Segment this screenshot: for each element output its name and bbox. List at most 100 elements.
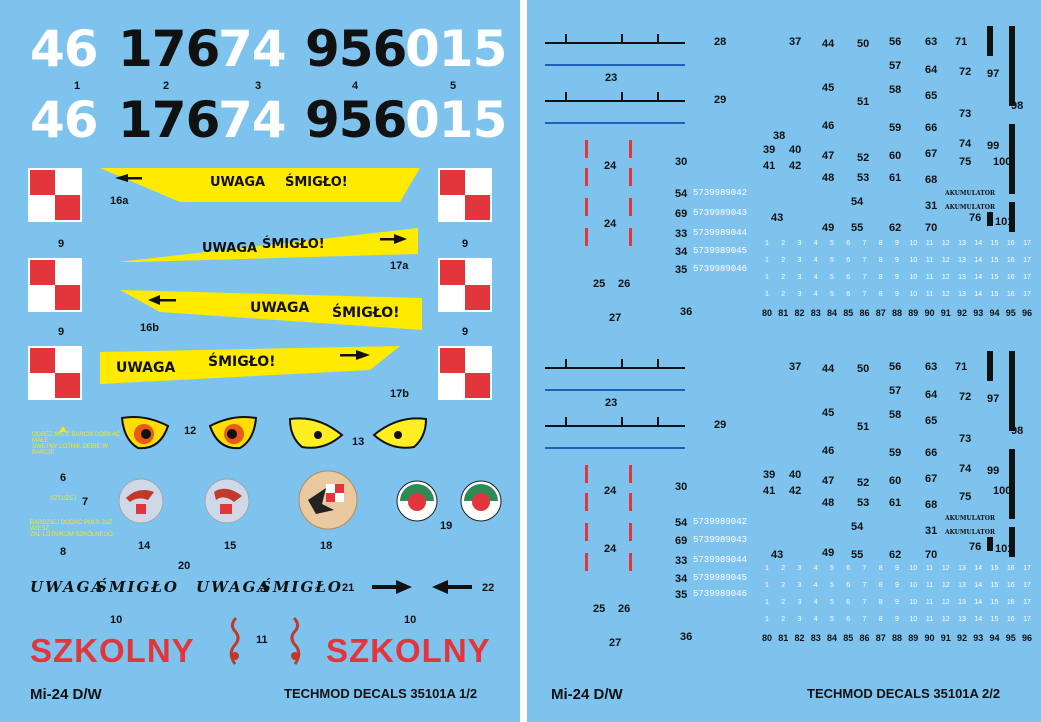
grid-number: 8 bbox=[878, 257, 883, 264]
checkerboard-insignia bbox=[28, 258, 82, 312]
grid-number: 96 bbox=[1021, 308, 1032, 318]
grid-number: 2 bbox=[781, 565, 786, 572]
label-50: 50 bbox=[857, 38, 870, 50]
label-32: 69 bbox=[675, 535, 688, 547]
label-46: 46 bbox=[822, 120, 835, 132]
grid-number: 12 bbox=[941, 599, 950, 606]
label-45: 45 bbox=[822, 82, 835, 94]
checkerboard-insignia bbox=[438, 258, 492, 312]
grid-number: 12 bbox=[941, 616, 950, 623]
serial-number: 5739989046 bbox=[693, 589, 748, 599]
stencil-smiglo: ŚMIGŁO bbox=[96, 578, 179, 596]
label-19: 19 bbox=[440, 520, 453, 532]
grid-number: 6 bbox=[846, 291, 851, 298]
label-27: 27 bbox=[609, 312, 622, 324]
label-20: 20 bbox=[178, 560, 191, 572]
grid-number: 15 bbox=[990, 565, 999, 572]
label-23: 23 bbox=[605, 397, 618, 409]
grid-number: 9 bbox=[895, 582, 899, 589]
label-10: 10 bbox=[110, 614, 123, 626]
label-74: 74 bbox=[959, 463, 972, 475]
rotor-blade-decal-16a bbox=[100, 168, 420, 202]
label-47: 47 bbox=[822, 150, 835, 162]
grid-number: 10 bbox=[909, 616, 918, 623]
grid-number: 81 bbox=[778, 633, 789, 643]
grid-number: 89 bbox=[908, 633, 919, 643]
serial-number: 5739989042 bbox=[693, 517, 748, 527]
grid-number: 11 bbox=[925, 599, 934, 606]
label-72: 72 bbox=[959, 391, 972, 403]
grid-number: 12 bbox=[941, 291, 950, 298]
label-6: 6 bbox=[60, 472, 67, 484]
grid-number: 4 bbox=[813, 240, 818, 247]
label-59: 59 bbox=[889, 122, 902, 134]
eye-decal-icon bbox=[208, 416, 258, 450]
label-55: 55 bbox=[851, 549, 864, 561]
grid-number: 12 bbox=[941, 257, 950, 264]
grid-number: 8 bbox=[878, 599, 883, 606]
label-9: 9 bbox=[58, 326, 65, 338]
tail-number-4b: 956 bbox=[305, 91, 407, 149]
grid-number: 84 bbox=[826, 633, 837, 643]
label-4: 4 bbox=[352, 80, 359, 92]
grid-number: 11 bbox=[925, 291, 934, 298]
label-97: 97 bbox=[987, 68, 1000, 80]
grid-number: 4 bbox=[813, 291, 818, 298]
grid-number: 94 bbox=[989, 633, 1000, 643]
grid-number: 1 bbox=[765, 599, 769, 606]
grid-number: 2 bbox=[781, 582, 786, 589]
grid-number: 2 bbox=[781, 240, 786, 247]
footer-maker: TECHMOD DECALS 35101A 1/2 bbox=[284, 686, 478, 701]
label-7: 7 bbox=[82, 496, 89, 508]
grid-number: 6 bbox=[846, 565, 851, 572]
tail-number-2: 176 bbox=[118, 20, 220, 78]
grid-number: 9 bbox=[895, 565, 899, 572]
black-stripes bbox=[987, 26, 1015, 232]
accumulator-label: AKUMULATOR bbox=[945, 515, 995, 522]
grid-number: 17 bbox=[1023, 274, 1031, 281]
grid-number: 16 bbox=[1006, 582, 1015, 589]
label-17b: 17b bbox=[390, 388, 409, 400]
grid-number: 86 bbox=[859, 633, 870, 643]
grid-number: 95 bbox=[1005, 633, 1016, 643]
grid-number: 12 bbox=[941, 240, 950, 247]
label-48: 48 bbox=[822, 497, 835, 509]
grid-number: 6 bbox=[846, 240, 851, 247]
grid-number: 1 bbox=[765, 616, 769, 623]
grid-number: 3 bbox=[797, 565, 802, 572]
label-69: 31 bbox=[925, 200, 938, 212]
label-17a: 17a bbox=[390, 260, 409, 272]
label-59: 59 bbox=[889, 447, 902, 459]
label-29: 29 bbox=[714, 419, 727, 431]
unit-badge-icon bbox=[396, 480, 438, 522]
grid-number: 7 bbox=[862, 240, 867, 247]
label-64: 64 bbox=[925, 389, 938, 401]
serial-number: 5739989045 bbox=[693, 573, 748, 583]
stencil-uwaga: UWAGA bbox=[30, 578, 106, 596]
footer-model: Mi-24 D/W bbox=[30, 686, 102, 703]
label-99: 99 bbox=[987, 140, 1000, 152]
label-58: 58 bbox=[889, 409, 902, 421]
label-30: 30 bbox=[675, 156, 688, 168]
number-grid-row: 1 2 3 4 5 6 7 8 9 10 11 12 13 14 15 16 17 bbox=[759, 616, 1035, 623]
serial-number: 5739989044 bbox=[693, 228, 748, 238]
grid-number: 13 bbox=[958, 599, 966, 606]
label-24: 24 bbox=[604, 485, 617, 497]
grid-number: 8 bbox=[878, 240, 883, 247]
label-76: 76 bbox=[969, 541, 982, 553]
label-73: 73 bbox=[959, 108, 972, 120]
grid-number: 12 bbox=[941, 565, 950, 572]
grid-number: 7 bbox=[862, 599, 867, 606]
grid-number: 13 bbox=[958, 274, 966, 281]
grid-number: 96 bbox=[1021, 633, 1032, 643]
label-68: 68 bbox=[925, 174, 938, 186]
grid-number: 9 bbox=[895, 599, 899, 606]
grid-number: 4 bbox=[813, 616, 818, 623]
grid-number: 17 bbox=[1023, 616, 1031, 623]
checkerboard-insignia bbox=[438, 346, 492, 400]
arrow-left-icon bbox=[432, 580, 472, 594]
grid-number: 81 bbox=[778, 308, 789, 318]
tail-number-1: 46 bbox=[30, 20, 99, 78]
blade-warning-smiglo: ŚMIGŁO! bbox=[285, 175, 348, 190]
checkerboard-insignia bbox=[28, 346, 82, 400]
